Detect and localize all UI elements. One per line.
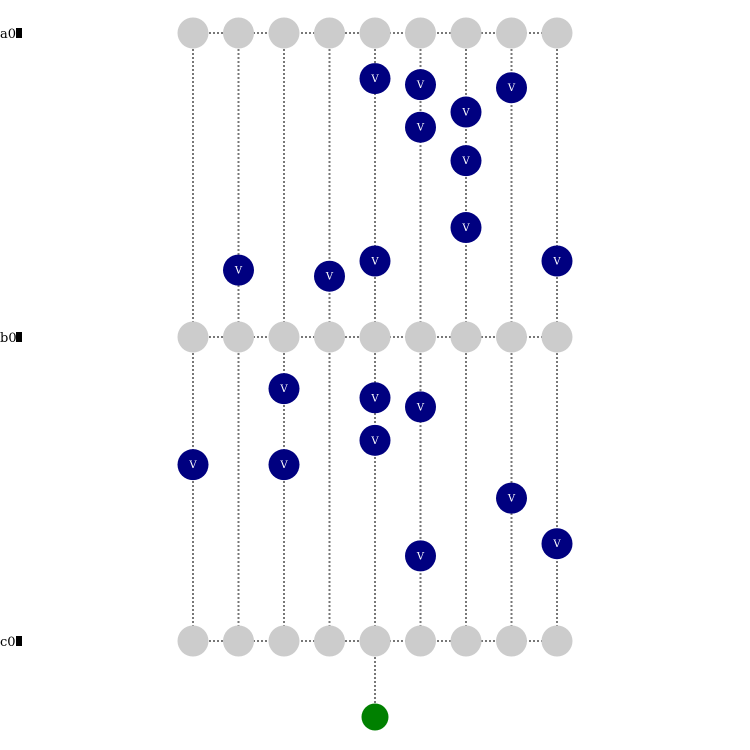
connection-lines	[192, 32, 558, 717]
grid-node-b	[496, 321, 527, 353]
v-marker-label: V	[461, 223, 470, 234]
grid-node-a	[223, 17, 254, 49]
v-marker: V	[405, 391, 436, 423]
v-marker-label: V	[325, 272, 334, 283]
v-marker: V	[405, 111, 436, 143]
v-marker-circle	[405, 391, 436, 423]
grid-node-a	[359, 17, 391, 49]
v-marker-circle	[405, 111, 436, 143]
grid-node-b	[359, 321, 391, 353]
v-marker-label: V	[279, 384, 288, 395]
v-marker-label: V	[370, 436, 379, 447]
v-marker-label: V	[416, 123, 425, 134]
v-marker-label: V	[416, 551, 425, 562]
v-marker-circle	[268, 373, 300, 405]
v-marker: V	[359, 245, 391, 277]
v-marker: V	[359, 382, 391, 414]
grid-node-a	[268, 17, 300, 49]
v-marker-circle	[450, 145, 482, 177]
v-marker-label: V	[416, 402, 425, 413]
grid-node-c	[223, 625, 254, 657]
row-label-marker	[16, 28, 22, 38]
v-marker-label: V	[552, 257, 561, 268]
v-marker-label: V	[188, 460, 197, 471]
v-marker-circle	[450, 96, 482, 128]
grid-node-a	[450, 17, 482, 49]
v-marker-label: V	[370, 257, 379, 268]
v-marker: V	[541, 528, 573, 560]
v-marker: V	[450, 145, 482, 177]
v-marker: V	[405, 69, 436, 101]
row-label-c: c0	[0, 635, 16, 650]
v-marker: V	[268, 449, 300, 481]
grid-node-c	[359, 625, 391, 657]
v-marker: V	[496, 72, 527, 104]
grid-node-b	[541, 321, 573, 353]
v-marker-circle	[405, 540, 436, 572]
grid-node-c	[541, 625, 573, 657]
grid-node-c	[314, 625, 345, 657]
v-marker-label: V	[507, 83, 516, 94]
grid-node-c	[450, 625, 482, 657]
grid-node-a	[314, 17, 345, 49]
grid-node-c	[177, 625, 209, 657]
v-marker-circle	[496, 482, 527, 514]
v-marker-circle	[177, 449, 209, 481]
grid-node-a	[177, 17, 209, 49]
grid-node-a	[541, 17, 573, 49]
row-labels: a0 b0 c0	[0, 27, 22, 650]
terminal-node	[361, 703, 389, 731]
v-marker: V	[450, 96, 482, 128]
grid-node-a	[405, 17, 436, 49]
grid-node-b	[268, 321, 300, 353]
v-marker: V	[314, 260, 345, 292]
row-label-marker	[16, 636, 22, 646]
grid-node-c	[496, 625, 527, 657]
v-marker-circle	[268, 449, 300, 481]
v-marker-label: V	[370, 74, 379, 85]
row-label-a: a0	[0, 27, 16, 42]
v-marker-circle	[359, 424, 391, 456]
row-label-b: b0	[0, 331, 17, 346]
v-marker-circle	[405, 69, 436, 101]
v-marker-label: V	[234, 266, 243, 277]
row-label-marker	[16, 332, 22, 342]
v-marker: V	[405, 540, 436, 572]
v-marker: V	[177, 449, 209, 481]
v-marker: V	[359, 424, 391, 456]
v-marker-circle	[541, 245, 573, 277]
v-marker-label: V	[416, 80, 425, 91]
v-marker: V	[496, 482, 527, 514]
v-marker-circle	[359, 63, 391, 95]
v-marker: V	[359, 63, 391, 95]
grid-nodes	[177, 17, 573, 731]
v-marker-circle	[359, 382, 391, 414]
v-marker-label: V	[461, 156, 470, 167]
v-marker-circle	[223, 254, 254, 286]
grid-node-a	[496, 17, 527, 49]
grid-node-b	[177, 321, 209, 353]
v-marker-circle	[541, 528, 573, 560]
grid-node-b	[405, 321, 436, 353]
v-marker-label: V	[552, 539, 561, 550]
grid-node-c	[405, 625, 436, 657]
v-markers: V V V V V V V V V V V V V V V V V V V V	[177, 63, 573, 572]
v-marker-circle	[450, 212, 482, 244]
v-marker-circle	[314, 260, 345, 292]
v-marker: V	[268, 373, 300, 405]
v-marker-circle	[496, 72, 527, 104]
grid-node-b	[314, 321, 345, 353]
grid-node-b	[223, 321, 254, 353]
grid-node-b	[450, 321, 482, 353]
v-marker: V	[450, 212, 482, 244]
v-marker: V	[541, 245, 573, 277]
v-marker-label: V	[507, 494, 516, 505]
v-marker-circle	[359, 245, 391, 277]
v-marker-label: V	[370, 393, 379, 404]
v-marker: V	[223, 254, 254, 286]
grid-node-c	[268, 625, 300, 657]
v-marker-label: V	[461, 108, 470, 119]
v-marker-label: V	[279, 460, 288, 471]
